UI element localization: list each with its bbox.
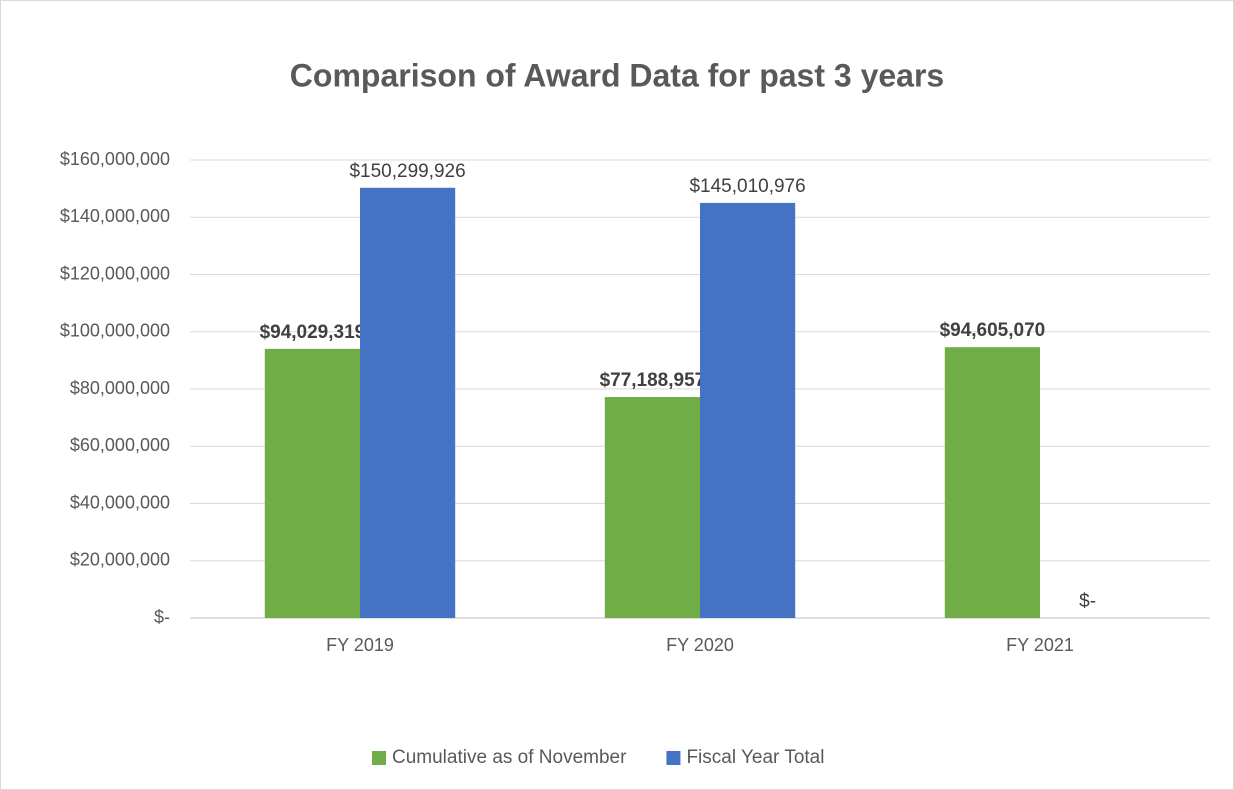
x-tick-label: FY 2020	[666, 635, 734, 655]
legend-label: Cumulative as of November	[392, 747, 627, 768]
value-label: $150,299,926	[349, 161, 465, 182]
x-tick-label: FY 2021	[1006, 635, 1074, 655]
value-label: $77,188,957	[600, 370, 706, 391]
legend-swatch	[372, 751, 386, 765]
legend-label: Fiscal Year Total	[686, 747, 824, 768]
bar	[700, 202, 796, 619]
value-label: $94,605,070	[940, 320, 1046, 341]
y-tick-label: $20,000,000	[70, 550, 170, 570]
bar	[360, 187, 456, 618]
y-tick-label: $-	[154, 607, 170, 627]
y-tick-label: $120,000,000	[60, 263, 170, 283]
value-label: $-	[1079, 591, 1096, 612]
value-label: $145,010,976	[689, 176, 805, 197]
bar	[944, 347, 1040, 618]
y-tick-label: $140,000,000	[60, 206, 170, 226]
legend-swatch	[666, 751, 681, 765]
x-tick-label: FY 2019	[326, 635, 394, 655]
bar	[604, 397, 700, 618]
y-tick-label: $40,000,000	[70, 492, 170, 512]
y-tick-label: $100,000,000	[60, 321, 170, 341]
chart-title: Comparison of Award Data for past 3 year…	[290, 57, 944, 93]
y-tick-label: $160,000,000	[60, 149, 170, 169]
bar	[264, 348, 360, 618]
y-tick-label: $80,000,000	[70, 378, 170, 398]
y-tick-label: $60,000,000	[70, 435, 170, 455]
value-label: $94,029,319	[260, 322, 366, 343]
